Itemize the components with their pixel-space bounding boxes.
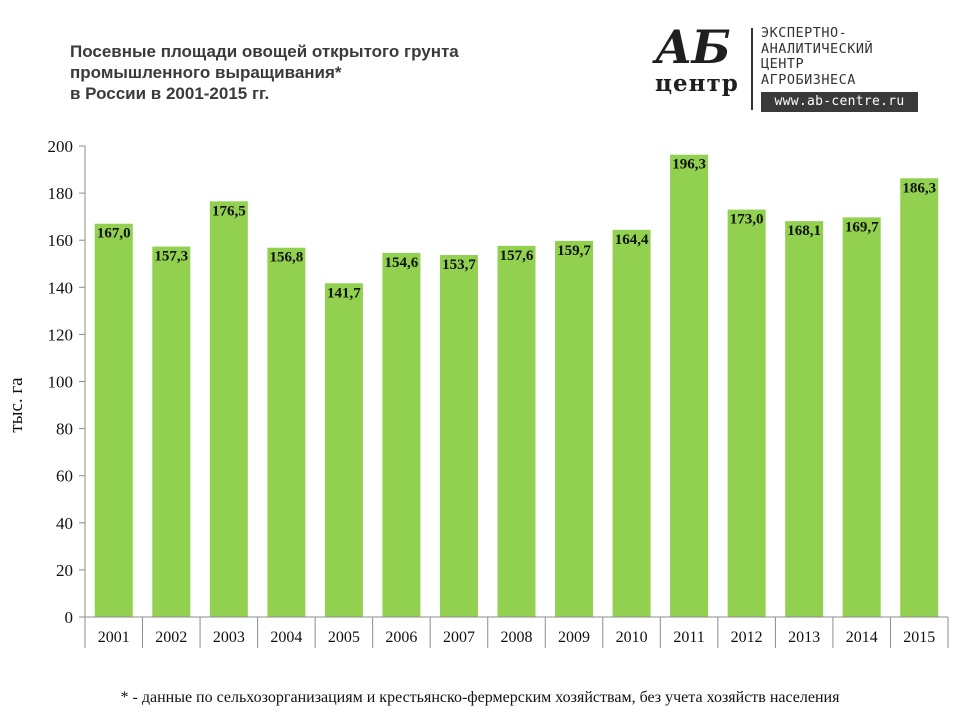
logo-text-line-2: АНАЛИТИЧЕСКИЙ [761, 40, 874, 57]
y-tick-label: 140 [48, 278, 74, 297]
bar-2011 [670, 154, 709, 617]
data-label: 159,7 [557, 243, 591, 259]
y-tick-label: 60 [56, 467, 73, 486]
bar-2009 [555, 240, 594, 617]
x-tick-label: 2013 [788, 629, 820, 646]
y-tick-label: 120 [48, 325, 74, 344]
data-label: 157,6 [500, 248, 534, 264]
bar-2002 [152, 246, 191, 617]
ab-centre-logo: АБ центр ЭКСПЕРТНО- АНАЛИТИЧЕСКИЙ ЦЕНТР … [655, 20, 925, 112]
x-tick-label: 2003 [213, 629, 245, 646]
bar-2007 [439, 255, 478, 617]
x-tick-label: 2009 [558, 629, 590, 646]
y-tick-label: 80 [56, 420, 73, 439]
y-tick-label: 160 [48, 231, 74, 250]
chart-title-line-1: Посевные площади овощей открытого грунта [70, 42, 459, 61]
y-tick-label: 180 [48, 184, 74, 203]
logo-text-line-1: ЭКСПЕРТНО- [761, 25, 848, 41]
logo-centr-mark: центр [655, 70, 739, 97]
x-tick-label: 2008 [501, 629, 533, 646]
bar-2005 [324, 283, 363, 617]
bar-2004 [267, 247, 306, 617]
data-label: 164,4 [615, 232, 649, 248]
x-tick-label: 2012 [731, 629, 763, 646]
bar-2003 [209, 201, 248, 617]
logo-url: www.ab-centre.ru [761, 92, 918, 112]
y-tick-label: 0 [65, 608, 74, 627]
data-label: 156,8 [269, 250, 303, 266]
bar-2010 [612, 229, 651, 617]
y-tick-label: 40 [56, 514, 73, 533]
data-label: 176,5 [212, 203, 246, 219]
data-label: 154,6 [385, 255, 419, 271]
data-label: 167,0 [97, 226, 131, 242]
logo-divider [751, 28, 753, 110]
x-tick-label: 2007 [443, 629, 475, 646]
chart-title: Посевные площади овощей открытого грунта… [70, 41, 550, 104]
data-label: 186,3 [902, 180, 936, 196]
x-tick-label: 2010 [616, 629, 648, 646]
data-label: 169,7 [845, 219, 879, 235]
x-tick-label: 2005 [328, 629, 360, 646]
data-label: 141,7 [327, 285, 361, 301]
bar-2008 [497, 245, 536, 618]
bar-2015 [900, 178, 939, 618]
footnote: * - данные по сельхозорганизациям и крес… [120, 689, 840, 706]
x-tick-label: 2002 [155, 629, 187, 646]
x-tick-label: 2011 [673, 629, 704, 646]
data-label: 168,1 [787, 223, 821, 239]
data-label: 173,0 [730, 212, 764, 228]
x-tick-label: 2004 [270, 629, 302, 646]
bar-2014 [842, 217, 881, 617]
logo-ab-mark: АБ [655, 20, 731, 74]
bar-2013 [785, 221, 824, 617]
x-tick-label: 2006 [385, 629, 417, 646]
data-label: 153,7 [442, 257, 476, 273]
y-tick-label: 20 [56, 561, 73, 580]
x-tick-label: 2015 [903, 629, 935, 646]
bar-2001 [94, 223, 133, 617]
chart-title-line-3: в России в 2001-2015 гг. [70, 84, 270, 103]
x-tick-label: 2014 [846, 629, 878, 646]
logo-text-block: ЭКСПЕРТНО- АНАЛИТИЧЕСКИЙ ЦЕНТР АГРОБИЗНЕ… [761, 25, 874, 88]
chart-title-line-2: промышленного выращивания* [70, 63, 342, 82]
logo-text-line-4: АГРОБИЗНЕСА [761, 71, 856, 88]
logo-text-line-3: ЦЕНТР [761, 56, 805, 72]
data-label: 196,3 [672, 157, 706, 173]
y-tick-label: 100 [48, 373, 74, 392]
x-tick-label: 2001 [98, 629, 130, 646]
bar-2012 [727, 209, 766, 617]
y-tick-label: 200 [48, 137, 74, 156]
y-axis-title: тыс. га [6, 377, 27, 433]
bar-2006 [382, 252, 421, 618]
data-label: 157,3 [154, 249, 188, 265]
